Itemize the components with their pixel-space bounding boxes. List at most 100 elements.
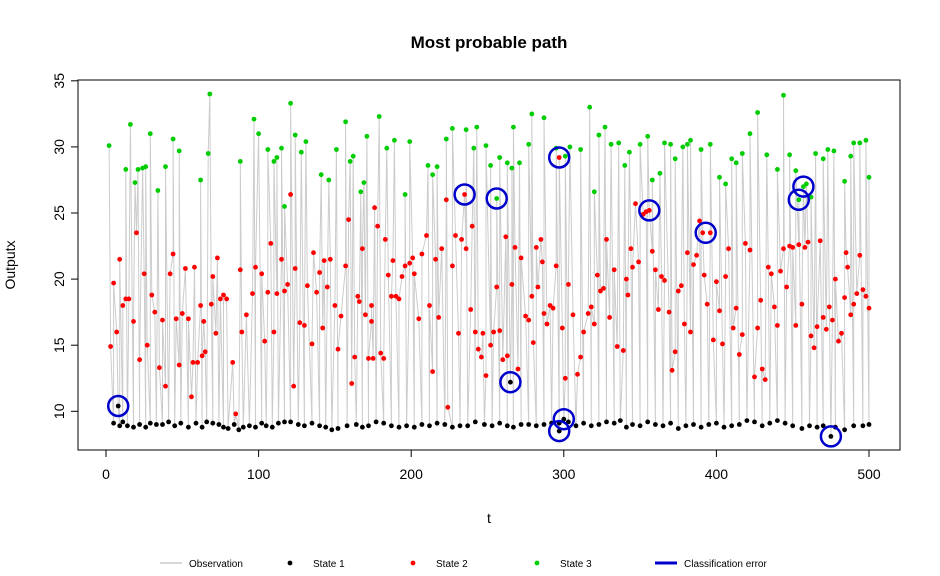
data-point — [471, 145, 477, 151]
data-point — [500, 357, 506, 363]
data-point — [419, 422, 425, 427]
data-point — [762, 377, 768, 382]
classification-error-layer — [106, 146, 843, 448]
classification-error-marker — [694, 221, 717, 245]
data-point — [504, 160, 510, 166]
data-point — [807, 423, 812, 429]
data-point — [567, 144, 573, 150]
data-point — [288, 100, 293, 106]
data-point — [685, 141, 690, 147]
data-point — [526, 422, 532, 427]
data-point — [147, 420, 153, 426]
data-point — [335, 426, 341, 431]
data-point — [218, 296, 223, 302]
data-point — [857, 140, 863, 146]
data-point — [198, 177, 204, 183]
data-point — [675, 288, 681, 294]
data-point — [131, 424, 136, 430]
data-point — [472, 329, 478, 335]
data-point — [717, 308, 722, 314]
data-point — [221, 424, 226, 430]
data-point — [814, 324, 820, 330]
data-point — [360, 424, 365, 430]
data-point — [411, 424, 417, 430]
data-point — [326, 177, 332, 183]
data-point — [343, 263, 348, 269]
data-point — [515, 366, 521, 372]
data-point — [172, 423, 178, 429]
data-point — [533, 245, 539, 250]
data-point — [511, 124, 516, 130]
data-point — [389, 423, 394, 429]
data-point — [768, 271, 774, 277]
data-point — [445, 404, 451, 410]
data-point — [215, 255, 220, 261]
x-tick-label: 300 — [552, 466, 576, 482]
data-point — [402, 263, 408, 269]
data-point — [517, 160, 522, 166]
data-point — [195, 360, 201, 365]
data-point — [327, 256, 333, 262]
data-point — [373, 419, 379, 425]
data-point — [628, 246, 634, 252]
data-point — [591, 189, 597, 195]
data-point — [256, 131, 261, 137]
data-point — [366, 423, 371, 429]
data-point — [353, 422, 359, 427]
data-point — [332, 303, 338, 308]
data-point — [721, 424, 727, 430]
data-point — [240, 424, 246, 430]
data-point — [213, 330, 219, 336]
data-point — [137, 422, 143, 427]
data-point — [729, 156, 735, 162]
data-point — [208, 301, 214, 307]
y-tick-label: 15 — [51, 337, 67, 353]
data-point — [125, 423, 130, 429]
data-point — [866, 422, 872, 427]
data-point — [752, 419, 757, 425]
data-point — [198, 303, 204, 308]
data-point — [700, 230, 706, 236]
data-point — [297, 320, 303, 326]
data-point — [529, 293, 535, 299]
y-axis: 10 15 20 25 30 35 — [51, 73, 79, 419]
data-point — [282, 288, 287, 294]
data-point — [666, 309, 672, 315]
data-point — [343, 119, 348, 125]
data-point — [433, 256, 438, 262]
classification-error-marker — [552, 407, 576, 431]
data-point — [111, 280, 116, 286]
data-point — [389, 293, 394, 299]
data-point — [607, 315, 612, 320]
data-point — [645, 133, 651, 139]
data-point — [436, 315, 442, 320]
data-point — [459, 237, 464, 242]
data-point — [338, 313, 344, 319]
data-point — [739, 332, 745, 337]
data-point — [376, 114, 382, 119]
data-point — [193, 420, 199, 426]
data-point — [302, 323, 307, 328]
data-point — [729, 423, 735, 429]
x-tick-label: 200 — [400, 466, 424, 482]
data-point — [782, 420, 788, 426]
data-point — [320, 325, 326, 331]
data-point — [117, 423, 123, 429]
data-point — [733, 305, 739, 311]
data-point — [291, 383, 297, 389]
data-point — [743, 241, 748, 246]
data-point — [494, 196, 500, 201]
data-point — [799, 426, 805, 431]
data-point — [282, 204, 287, 209]
data-point — [752, 374, 757, 380]
data-point — [385, 272, 391, 278]
data-point — [863, 137, 869, 143]
data-point — [611, 267, 617, 273]
data-point — [581, 420, 586, 426]
data-point — [683, 423, 689, 429]
data-point — [736, 422, 742, 427]
data-point — [108, 344, 113, 349]
data-point — [653, 267, 658, 273]
data-point — [627, 149, 632, 155]
data-point — [259, 271, 265, 277]
